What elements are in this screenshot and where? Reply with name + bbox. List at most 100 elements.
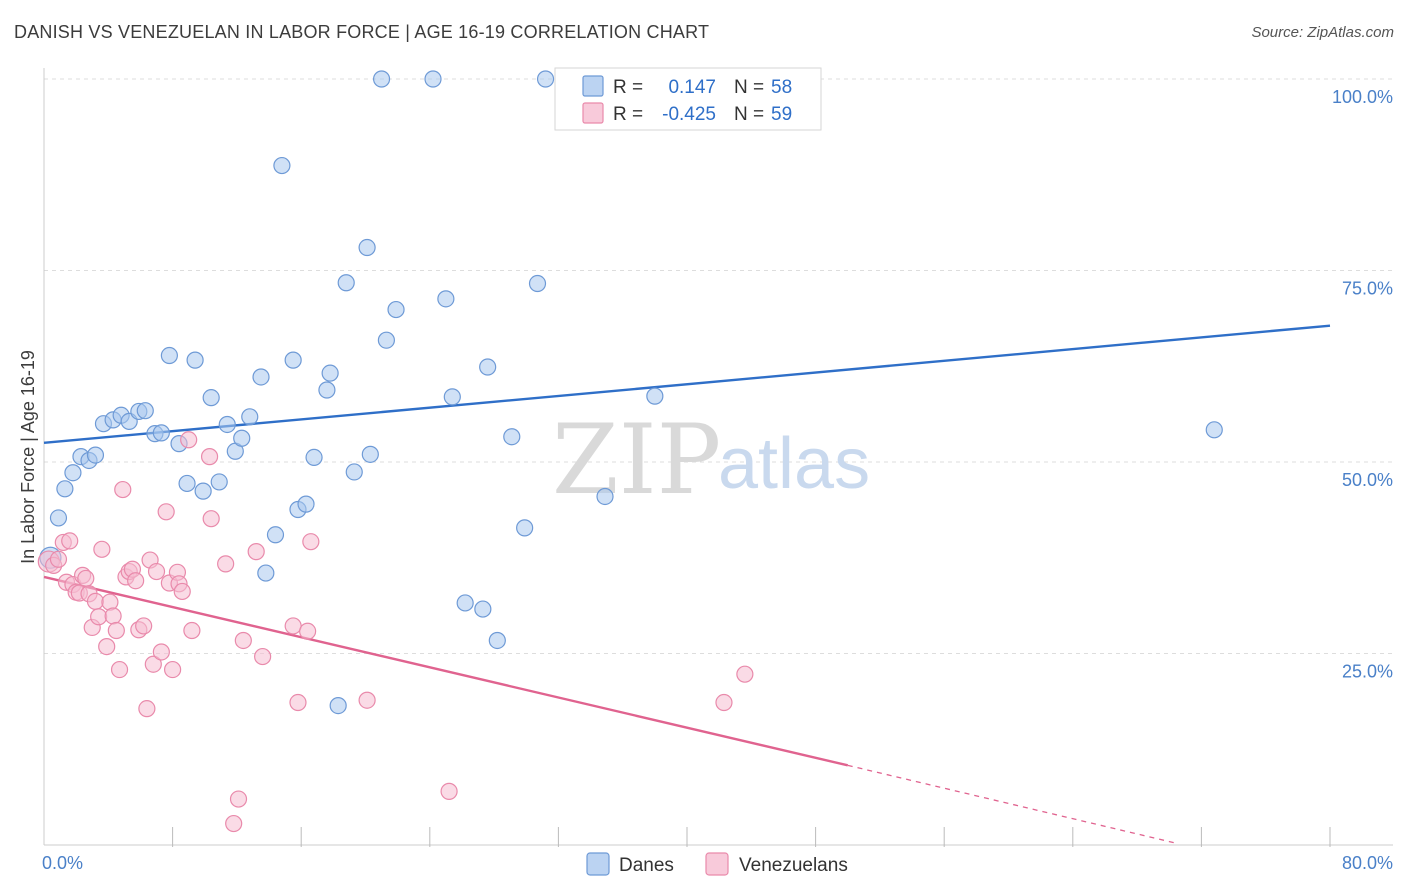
venezuelans-point <box>183 621 201 640</box>
venezuelans-point <box>127 572 145 590</box>
danes-point <box>284 351 302 369</box>
danes-point <box>516 519 534 537</box>
legend-swatch-danes <box>586 852 610 876</box>
danes-point <box>86 446 105 464</box>
chart-title: DANISH VS VENEZUELAN IN LABOR FORCE | AG… <box>14 22 710 42</box>
danes-point <box>337 274 355 292</box>
venezuelans-point <box>299 622 317 640</box>
venezuelans-point <box>138 700 156 718</box>
danes-point <box>318 381 336 399</box>
venezuelans-n-value: 59 <box>771 104 792 125</box>
danes-point <box>64 464 82 482</box>
venezuelans-point <box>107 621 125 640</box>
danes-point <box>160 346 178 365</box>
danes-point <box>456 594 474 612</box>
venezuelans-point <box>736 665 754 683</box>
venezuelans-point <box>144 655 162 673</box>
venezuelans-point <box>180 431 198 449</box>
danes-point <box>596 487 614 506</box>
venezuelans-point <box>302 533 320 551</box>
danes-point <box>358 238 376 257</box>
danes-point <box>377 331 395 349</box>
danes-point <box>257 564 275 582</box>
x-tick-label: 80.0% <box>1342 853 1393 873</box>
watermark: ZIP atlas <box>552 404 870 516</box>
y-tick-label: 75.0% <box>1342 279 1393 299</box>
legend-label-venezuelans: Venezuelans <box>739 855 848 876</box>
venezuelans-point <box>173 582 191 601</box>
grid-lines <box>44 78 1393 654</box>
venezuelans-point <box>114 480 132 499</box>
danes-n-value: 58 <box>771 77 792 98</box>
danes-point <box>424 70 442 88</box>
venezuelans-point <box>152 643 170 661</box>
venezuelans-point <box>104 607 122 625</box>
venezuelans-point <box>229 790 248 808</box>
venezuelans-point <box>157 503 175 521</box>
venezuelans-point <box>440 782 458 800</box>
venezuelans-point <box>110 660 129 679</box>
venezuelans-point <box>200 448 219 466</box>
danes-point <box>233 429 251 447</box>
y-axis-label: In Labor Force | Age 16-19 <box>18 350 38 564</box>
danes-point <box>178 474 196 493</box>
x-tick-label: 0.0% <box>42 853 83 873</box>
venezuelans-point <box>164 660 182 679</box>
danes-r-label: R = <box>613 77 643 98</box>
watermark-atlas: atlas <box>718 424 870 504</box>
danes-point <box>297 495 315 513</box>
danes-point <box>241 408 259 426</box>
venezuelans-point <box>90 608 108 626</box>
danes-point <box>273 156 291 175</box>
venezuelans-r-label: R = <box>613 104 643 125</box>
danes-point <box>361 445 379 463</box>
danes-point <box>345 463 363 481</box>
danes-point <box>305 448 323 467</box>
data-points <box>37 70 1223 833</box>
danes-point <box>321 364 339 382</box>
y-tick-label: 50.0% <box>1342 470 1393 490</box>
venezuelans-point <box>225 814 243 833</box>
venezuelans-point <box>147 562 166 581</box>
axes <box>43 68 1393 847</box>
danes-point <box>503 428 521 446</box>
venezuelans-point <box>715 693 733 712</box>
danes-point <box>194 482 212 500</box>
venezuelans-point <box>289 693 307 712</box>
venezuelans-trend-extension <box>847 764 1178 845</box>
venezuelans-swatch <box>582 102 604 124</box>
venezuelans-point <box>98 638 116 656</box>
venezuelans-point <box>284 617 302 635</box>
danes-point <box>536 70 555 88</box>
danes-point <box>56 480 74 498</box>
venezuelans-point <box>49 550 68 568</box>
danes-point <box>488 631 506 650</box>
stats-legend: R = 0.147 N = 58 R = -0.425 N = 59 <box>554 67 822 131</box>
tick-labels: 100.0% 75.0% 50.0% 25.0% 0.0% 80.0% <box>42 87 1393 873</box>
venezuelans-point <box>358 691 376 709</box>
trend-lines <box>43 324 1331 845</box>
danes-n-label: N = <box>734 77 764 98</box>
watermark-zip: ZIP <box>552 404 721 516</box>
danes-point <box>210 473 228 491</box>
danes-point <box>49 509 68 527</box>
danes-point <box>329 696 347 715</box>
venezuelans-point <box>77 569 95 588</box>
danes-r-value: 0.147 <box>668 77 716 98</box>
danes-point <box>152 424 170 442</box>
danes-point <box>443 388 461 406</box>
series-legend: Danes Venezuelans <box>586 852 848 876</box>
venezuelans-point <box>202 510 220 528</box>
danes-point <box>528 274 547 293</box>
danes-point <box>202 389 220 407</box>
y-tick-label: 25.0% <box>1342 662 1393 682</box>
danes-point <box>479 358 497 376</box>
y-tick-label: 100.0% <box>1332 87 1393 107</box>
venezuelans-r-value: -0.425 <box>662 104 716 125</box>
venezuelans-n-label: N = <box>734 104 764 125</box>
venezuelans-point <box>86 592 105 611</box>
danes-point <box>372 70 391 88</box>
venezuelans-point <box>217 555 235 573</box>
danes-point <box>136 402 154 420</box>
